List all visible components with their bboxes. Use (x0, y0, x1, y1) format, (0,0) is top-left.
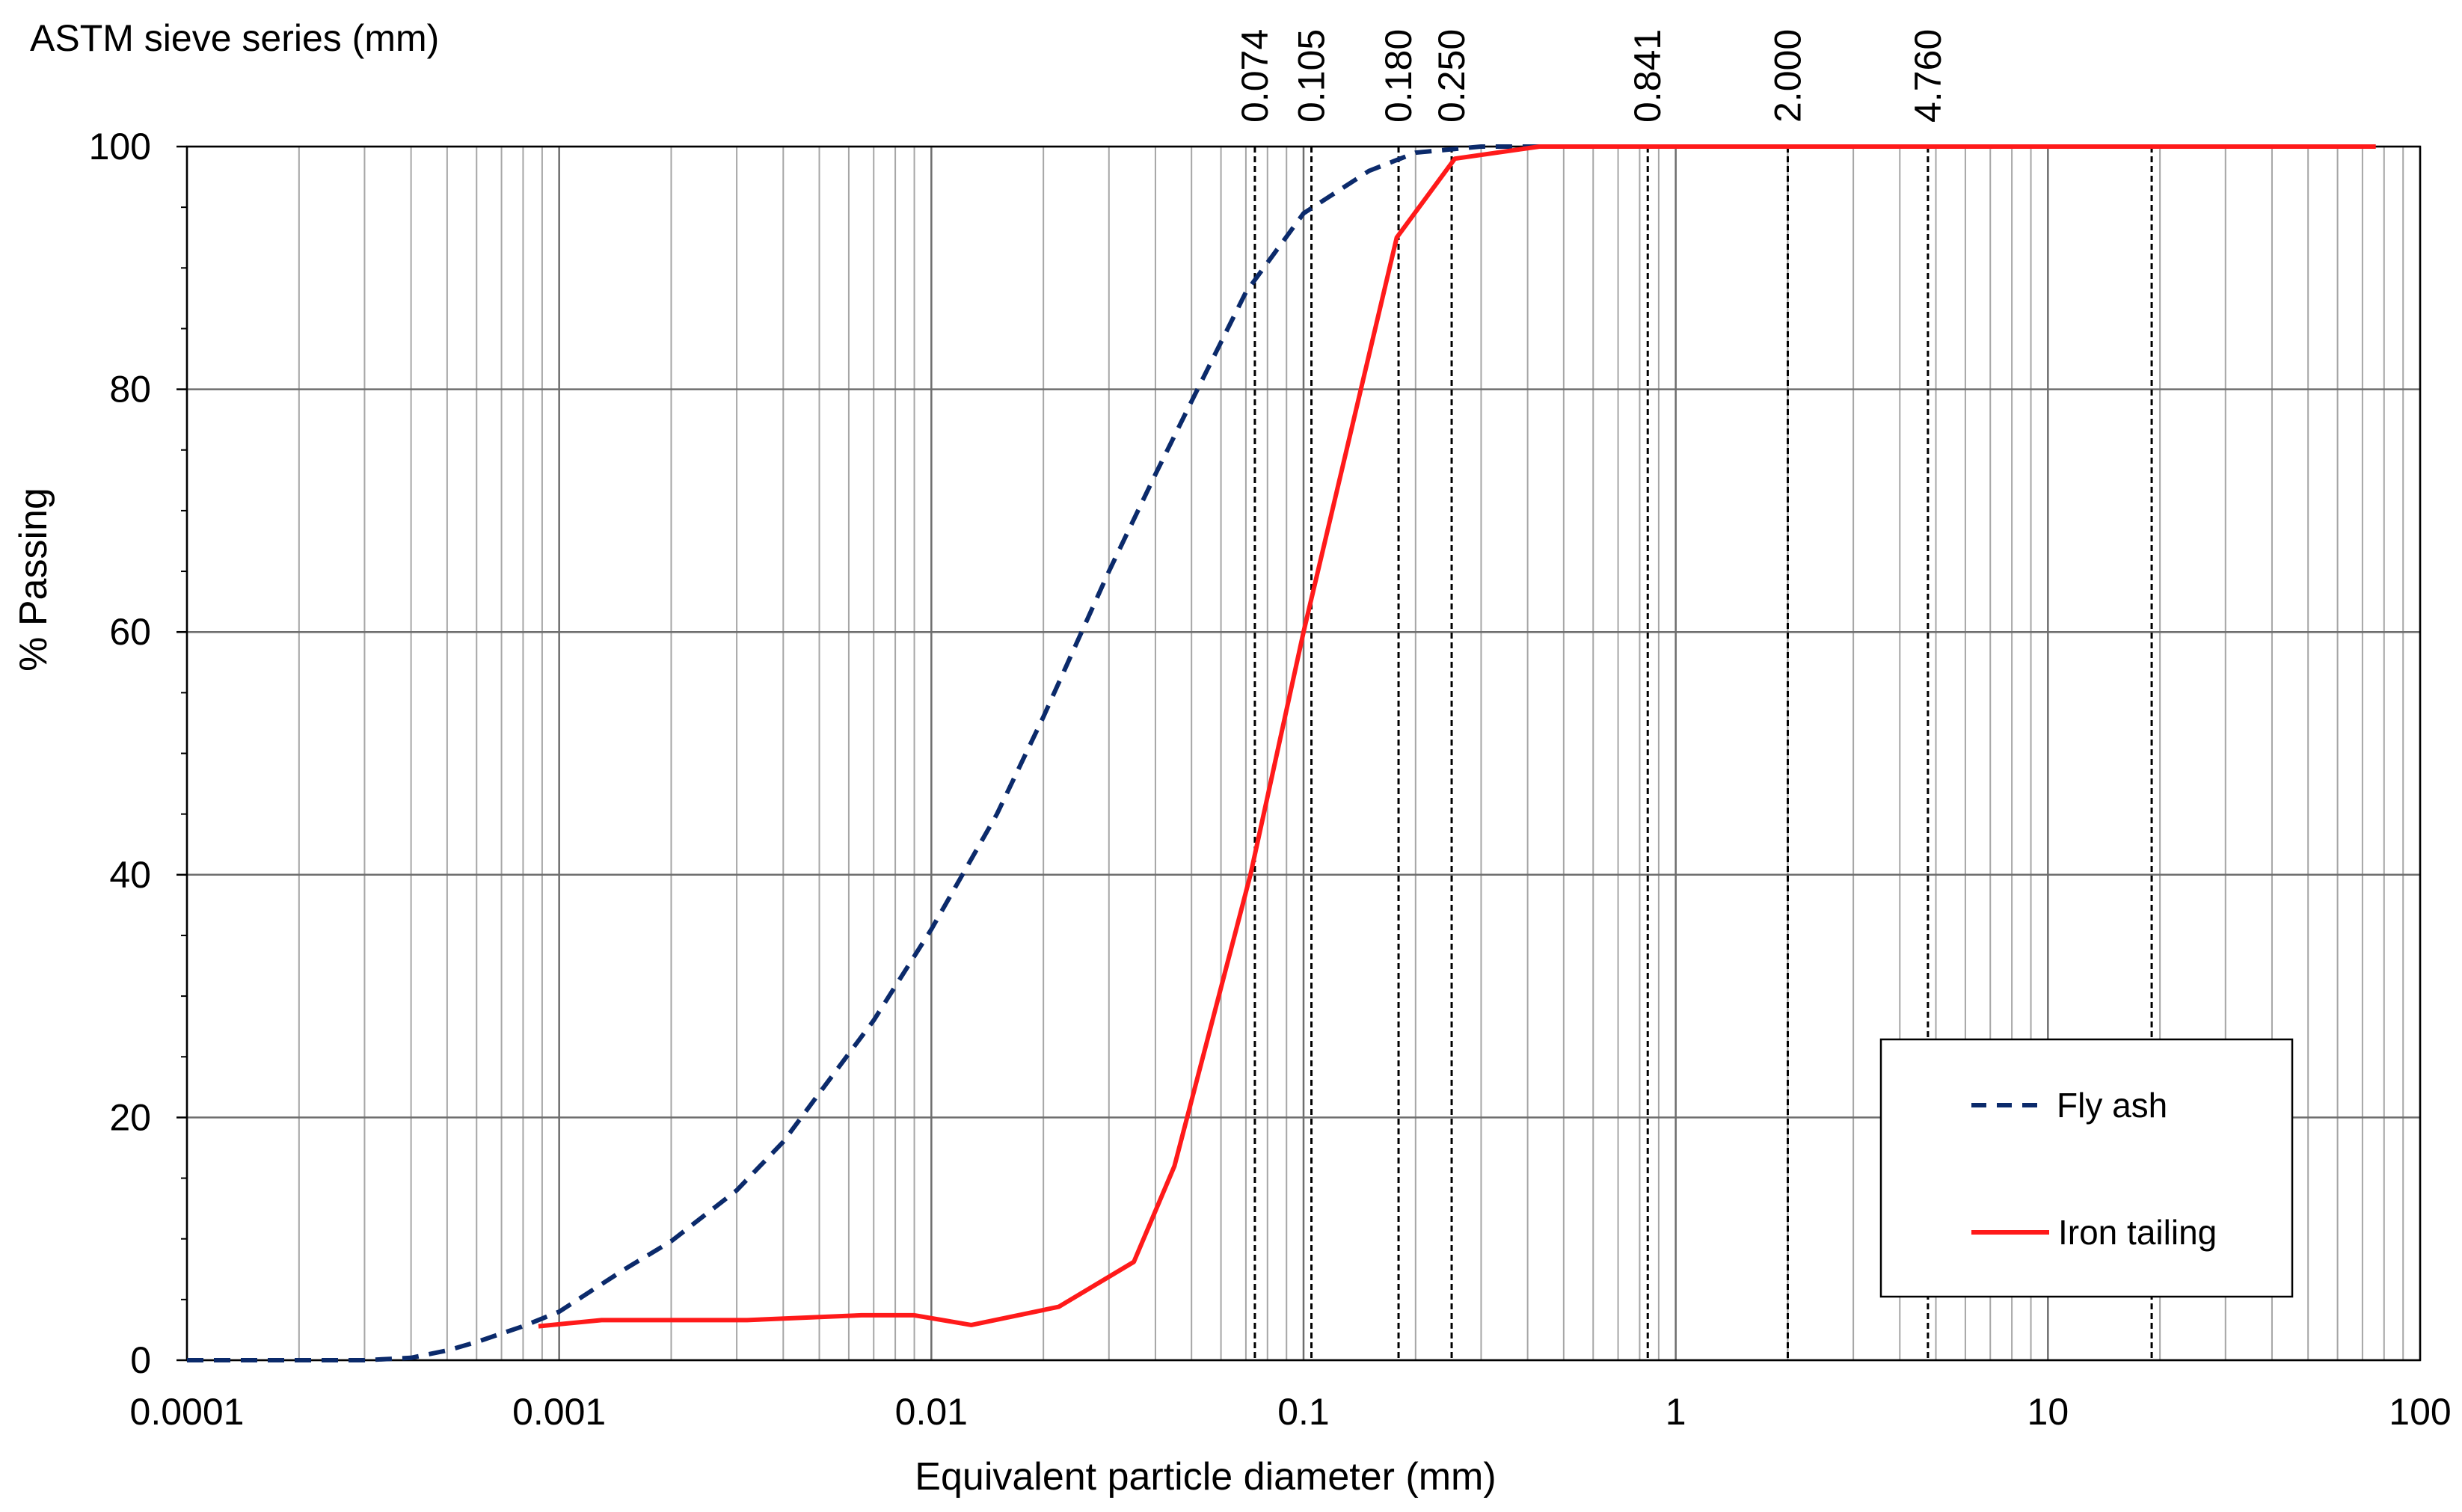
x-tick-label: 10 (2027, 1391, 2069, 1433)
x-tick-label: 0.01 (895, 1391, 968, 1433)
y-tick-label: 80 (109, 369, 151, 411)
sieve-label: 0.074 (1234, 29, 1276, 123)
x-axis-tick-labels: 0.0001 0.001 0.01 0.1 1 10 100 (130, 1391, 2452, 1433)
y-axis-minor-ticks (181, 206, 187, 1300)
sieve-label: 0.105 (1291, 29, 1333, 123)
y-tick-label: 60 (109, 611, 151, 653)
x-tick-label: 0.1 (1277, 1391, 1330, 1433)
sieve-label: 0.180 (1378, 29, 1419, 123)
x-tick-label: 0.0001 (130, 1391, 245, 1433)
x-tick-label: 100 (2389, 1391, 2451, 1433)
sieve-labels: 0.074 0.105 0.180 0.250 0.841 2.000 4.760 (1234, 29, 1949, 123)
legend-label-fly-ash: Fly ash (2057, 1086, 2167, 1125)
sieve-axis-title: ASTM sieve series (mm) (30, 17, 439, 59)
series-line-iron-tailing (538, 144, 2376, 1329)
y-axis-tick-labels: 0 20 40 60 80 100 (89, 126, 151, 1381)
y-tick-label: 40 (109, 854, 151, 896)
x-tick-label: 0.001 (512, 1391, 606, 1433)
legend: Fly ash Iron tailing (1879, 1038, 2294, 1298)
series-line-fly-ash (187, 144, 2374, 1362)
sieve-label: 0.250 (1431, 29, 1473, 123)
sieve-label: 2.000 (1766, 29, 1808, 123)
legend-box (1879, 1038, 2294, 1298)
legend-label-iron-tailing: Iron tailing (2058, 1213, 2217, 1252)
y-axis-title: % Passing (12, 488, 55, 672)
sieve-label: 0.841 (1627, 29, 1669, 123)
sieve-label: 4.760 (1907, 29, 1949, 123)
series-layer (187, 144, 2376, 1362)
y-tick-label: 20 (109, 1096, 151, 1138)
y-tick-label: 100 (89, 126, 151, 168)
x-tick-label: 1 (1666, 1391, 1686, 1433)
x-axis-title: Equivalent particle diameter (mm) (915, 1455, 1496, 1499)
y-tick-label: 0 (130, 1339, 151, 1381)
